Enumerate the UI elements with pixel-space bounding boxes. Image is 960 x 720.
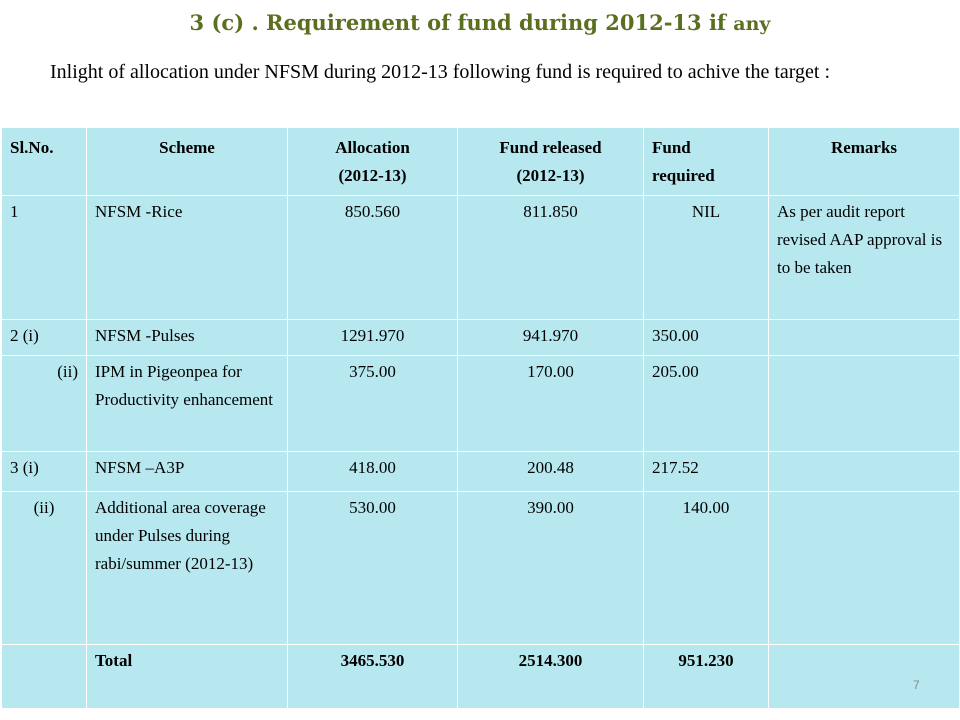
cell-fund-released: 200.48 <box>457 451 644 492</box>
header-fund-required: Fund required <box>643 127 769 196</box>
header-allocation-line2: (2012-13) <box>338 166 407 185</box>
slide-title-main: 3 (c) . Requirement of fund during 2012-… <box>189 10 734 35</box>
cell-total-fund-released: 2514.300 <box>457 644 644 709</box>
header-fund-released: Fund released (2012-13) <box>457 127 644 196</box>
cell-remarks <box>768 319 960 356</box>
header-scheme: Scheme <box>86 127 288 196</box>
header-fund-released-line1: Fund released <box>499 138 602 157</box>
cell-fund-required: 350.00 <box>643 319 769 356</box>
cell-scheme: IPM in Pigeonpea for Productivity enhanc… <box>86 355 288 452</box>
cell-fund-required: 140.00 <box>643 491 769 645</box>
table-row: 2 (i) NFSM -Pulses 1291.970 941.970 350.… <box>1 319 960 356</box>
cell-slno: (ii) <box>1 355 87 452</box>
cell-total-label: Total <box>86 644 288 709</box>
cell-remarks <box>768 491 960 645</box>
table-row: 1 NFSM -Rice 850.560 811.850 NIL As per … <box>1 195 960 320</box>
table-row: 3 (i) NFSM –A3P 418.00 200.48 217.52 <box>1 451 960 492</box>
cell-scheme: NFSM –A3P <box>86 451 288 492</box>
cell-allocation: 850.560 <box>287 195 458 320</box>
table-total-row: Total 3465.530 2514.300 951.230 <box>1 644 960 709</box>
cell-allocation: 418.00 <box>287 451 458 492</box>
cell-remarks <box>768 355 960 452</box>
cell-fund-required: 205.00 <box>643 355 769 452</box>
cell-total-slno <box>1 644 87 709</box>
cell-slno: 2 (i) <box>1 319 87 356</box>
cell-allocation: 1291.970 <box>287 319 458 356</box>
cell-remarks <box>768 451 960 492</box>
slide-title-tail: any <box>733 13 771 35</box>
header-fund-required-line2: required <box>652 166 715 185</box>
header-allocation: Allocation (2012-13) <box>287 127 458 196</box>
cell-fund-required: 217.52 <box>643 451 769 492</box>
cell-remarks: As per audit report revised AAP approval… <box>768 195 960 320</box>
cell-total-remarks <box>768 644 960 709</box>
table-header-row: Sl.No. Scheme Allocation (2012-13) Fund r… <box>1 127 960 196</box>
cell-total-fund-required: 951.230 <box>643 644 769 709</box>
slide-title: 3 (c) . Requirement of fund during 2012-… <box>0 10 960 35</box>
cell-slno: 3 (i) <box>1 451 87 492</box>
cell-total-allocation: 3465.530 <box>287 644 458 709</box>
cell-fund-required: NIL <box>643 195 769 320</box>
cell-fund-released: 941.970 <box>457 319 644 356</box>
header-remarks: Remarks <box>768 127 960 196</box>
cell-fund-released: 390.00 <box>457 491 644 645</box>
header-fund-required-line1: Fund <box>652 138 691 157</box>
cell-allocation: 530.00 <box>287 491 458 645</box>
header-allocation-line1: Allocation <box>335 138 410 157</box>
cell-fund-released: 170.00 <box>457 355 644 452</box>
fund-requirement-table: Sl.No. Scheme Allocation (2012-13) Fund r… <box>1 127 960 709</box>
cell-slno: 1 <box>1 195 87 320</box>
cell-fund-released: 811.850 <box>457 195 644 320</box>
table-row: (ii) Additional area coverage under Puls… <box>1 491 960 645</box>
cell-scheme: Additional area coverage under Pulses du… <box>86 491 288 645</box>
cell-scheme: NFSM -Rice <box>86 195 288 320</box>
slide-number: 7 <box>913 678 920 692</box>
intro-text: Inlight of allocation under NFSM during … <box>50 61 831 83</box>
cell-slno: (ii) <box>1 491 87 645</box>
cell-scheme: NFSM -Pulses <box>86 319 288 356</box>
cell-allocation: 375.00 <box>287 355 458 452</box>
header-fund-released-line2: (2012-13) <box>516 166 585 185</box>
table-row: (ii) IPM in Pigeonpea for Productivity e… <box>1 355 960 452</box>
header-slno: Sl.No. <box>1 127 87 196</box>
